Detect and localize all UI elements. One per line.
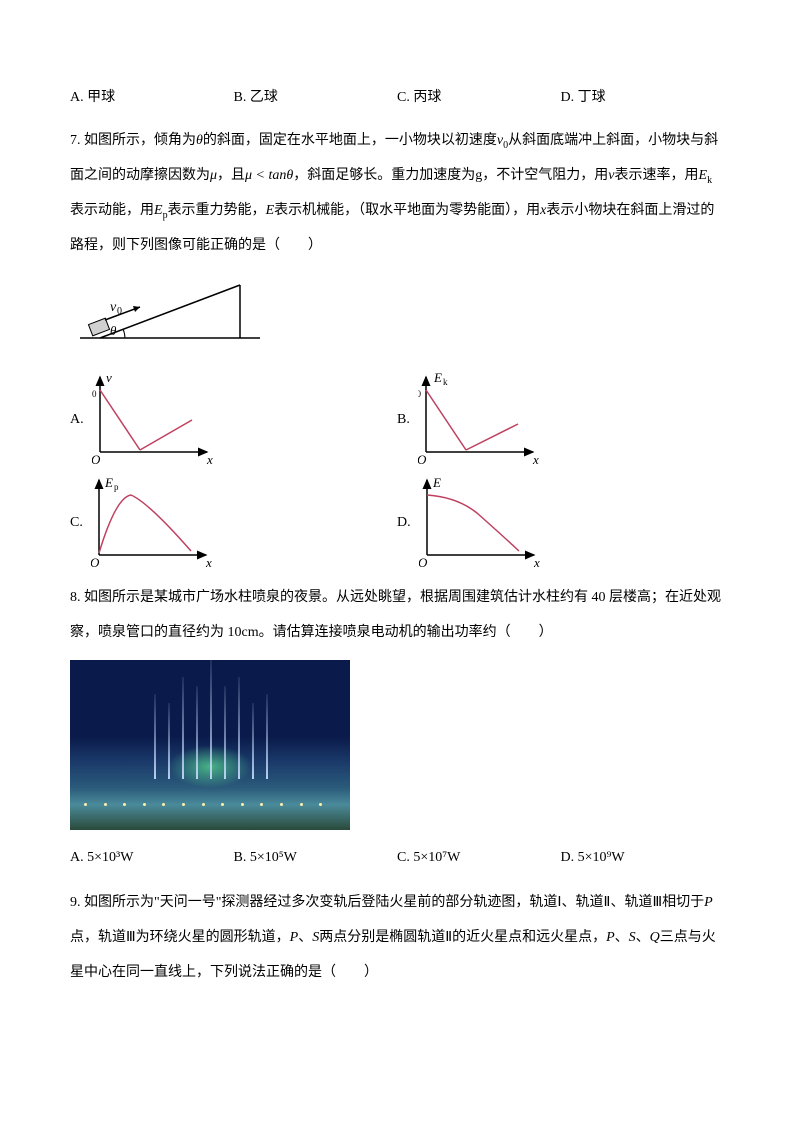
question-8: 8. 如图所示是某城市广场水柱喷泉的夜景。从远处眺望，根据周围建筑估计水柱约有 … [70, 580, 724, 875]
svg-text:x: x [205, 555, 212, 570]
chart-a-cell: A. v v0 x O [70, 372, 397, 467]
q6-options: A. 甲球 B. 乙球 C. 丙球 D. 丁球 [70, 80, 724, 115]
q7-charts-row-2: C. Ep x O D. E x O [70, 475, 724, 570]
svg-text:E: E [432, 475, 441, 490]
chart-a-svg: v v0 x O [92, 372, 222, 467]
q8-options: A. 5×10³W B. 5×10⁵W C. 5×10⁷W D. 5×10⁹W [70, 840, 724, 875]
q7-charts-row-1: A. v v0 x O B. Ek Ek0 x O [70, 372, 724, 467]
question-9: 9. 如图所示为"天问一号"探测器经过多次变轨后登陆火星前的部分轨迹图，轨道Ⅰ、… [70, 885, 724, 990]
chart-d-label: D. [397, 505, 411, 540]
svg-text:p: p [114, 482, 119, 492]
chart-c-svg: Ep x O [91, 475, 221, 570]
q8-option-c: C. 5×10⁷W [397, 840, 561, 875]
q7-incline-diagram: v 0 θ [70, 273, 724, 362]
svg-text:v: v [110, 300, 117, 315]
svg-text:x: x [533, 555, 540, 570]
svg-text:θ: θ [110, 323, 117, 338]
chart-d-cell: D. E x O [397, 475, 724, 570]
option-c: C. 丙球 [397, 80, 561, 115]
svg-text:O: O [419, 555, 428, 570]
svg-text:0: 0 [92, 389, 97, 399]
svg-text:E: E [433, 372, 442, 385]
svg-text:E: E [104, 475, 113, 490]
q8-text: 8. 如图所示是某城市广场水柱喷泉的夜景。从远处眺望，根据周围建筑估计水柱约有 … [70, 580, 724, 650]
option-d: D. 丁球 [561, 80, 725, 115]
svg-text:x: x [532, 452, 539, 467]
q9-text: 9. 如图所示为"天问一号"探测器经过多次变轨后登陆火星前的部分轨迹图，轨道Ⅰ、… [70, 885, 724, 990]
chart-c-label: C. [70, 505, 83, 540]
fountain-photo [70, 660, 350, 830]
option-a: A. 甲球 [70, 80, 234, 115]
svg-text:O: O [91, 555, 100, 570]
svg-text:0: 0 [117, 306, 122, 317]
svg-text:v: v [106, 372, 112, 385]
svg-text:k: k [443, 377, 448, 387]
chart-a-label: A. [70, 402, 84, 437]
q7-text: 7. 如图所示，倾角为θ的斜面，固定在水平地面上，一小物块以初速度v0从斜面底端… [70, 123, 724, 263]
q8-option-b: B. 5×10⁵W [234, 840, 398, 875]
chart-b-label: B. [397, 402, 410, 437]
svg-text:O: O [418, 452, 427, 467]
q8-option-a: A. 5×10³W [70, 840, 234, 875]
chart-b-svg: Ek Ek0 x O [418, 372, 548, 467]
chart-d-svg: E x O [419, 475, 549, 570]
chart-c-cell: C. Ep x O [70, 475, 397, 570]
svg-text:O: O [92, 452, 101, 467]
chart-b-cell: B. Ek Ek0 x O [397, 372, 724, 467]
q8-option-d: D. 5×10⁹W [561, 840, 725, 875]
option-b: B. 乙球 [234, 80, 398, 115]
svg-text:k0: k0 [418, 389, 422, 399]
svg-text:x: x [206, 452, 213, 467]
question-7: 7. 如图所示，倾角为θ的斜面，固定在水平地面上，一小物块以初速度v0从斜面底端… [70, 123, 724, 570]
incline-svg: v 0 θ [70, 273, 270, 348]
